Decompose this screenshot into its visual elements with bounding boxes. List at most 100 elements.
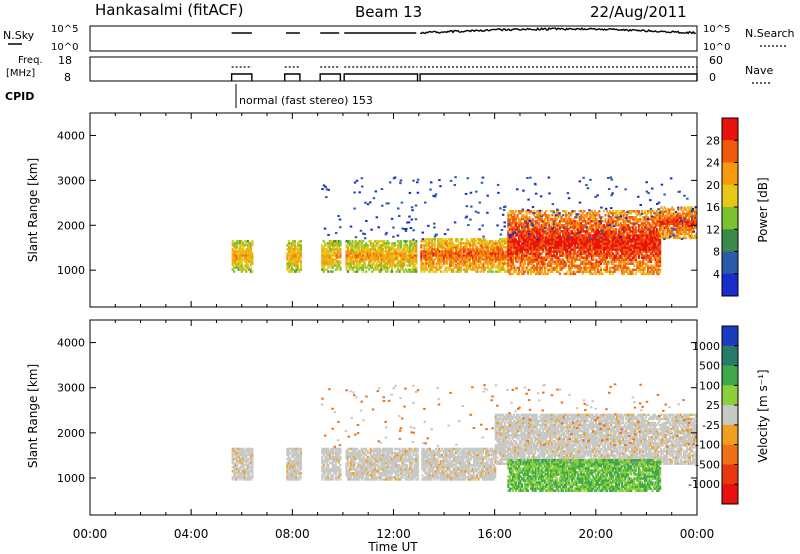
power-cell	[237, 264, 240, 267]
power-cell	[525, 234, 528, 237]
power-cell	[608, 252, 612, 255]
power-cell	[290, 260, 293, 263]
power-cell	[511, 228, 514, 231]
power-cell	[546, 248, 549, 251]
power-cell	[471, 242, 475, 245]
cpid-text: normal (fast stereo) 153	[239, 94, 373, 107]
power-cell	[510, 242, 513, 245]
power-cell	[669, 226, 672, 230]
power-cell	[407, 270, 410, 273]
power-cell	[536, 248, 539, 251]
power-cell	[296, 256, 300, 259]
power-cell	[365, 252, 368, 255]
power-cell	[631, 216, 634, 219]
power-cell	[586, 258, 589, 261]
power-cell	[354, 264, 357, 267]
power-cell	[236, 242, 239, 245]
power-cell	[575, 252, 578, 255]
power-cell	[493, 256, 496, 259]
power-cell	[639, 260, 642, 263]
power-cell	[659, 268, 662, 272]
power-cell	[583, 224, 586, 227]
power-cell	[458, 258, 461, 261]
power-cell	[377, 260, 380, 263]
power-cell	[374, 268, 377, 271]
power-cell	[321, 258, 324, 261]
power-cell	[686, 212, 689, 215]
power-cell	[643, 266, 647, 270]
power-cell	[596, 194, 599, 197]
power-cell	[325, 248, 328, 251]
power-cell	[669, 220, 672, 223]
power-cell	[430, 240, 434, 243]
power-cell	[407, 250, 410, 253]
power-cell	[513, 226, 516, 229]
power-cell	[621, 254, 624, 257]
power-cell	[564, 214, 568, 217]
power-cell	[459, 256, 462, 259]
power-cell	[524, 270, 527, 274]
power-cell	[510, 254, 513, 257]
power-cell	[604, 240, 607, 243]
power-cell	[449, 254, 452, 257]
power-cell	[336, 252, 339, 255]
power-cell	[686, 228, 689, 232]
power-cell	[494, 260, 497, 263]
power-cell	[426, 268, 429, 271]
power-cell	[537, 212, 540, 215]
power-cell	[433, 195, 437, 198]
power-cell	[542, 248, 545, 251]
power-cell	[558, 242, 562, 245]
power-cell	[590, 254, 593, 257]
power-cell	[601, 236, 604, 239]
power-cell	[289, 246, 292, 249]
power-cell	[461, 246, 464, 249]
power-cell	[681, 218, 684, 221]
power-cell	[449, 179, 453, 182]
power-cell	[646, 216, 650, 219]
power-cell	[634, 254, 637, 257]
power-cell	[595, 252, 598, 255]
power-cell	[534, 216, 537, 219]
power-cell	[359, 254, 362, 257]
power-cell	[514, 270, 518, 274]
power-cell	[435, 266, 438, 269]
power-cell	[652, 218, 656, 221]
power-cell	[640, 230, 643, 233]
power-cell	[572, 224, 575, 227]
power-cell	[348, 250, 351, 253]
power-cell	[517, 242, 521, 245]
power-cell	[461, 248, 464, 251]
power-cell	[646, 212, 650, 215]
power-cell	[596, 254, 599, 257]
power-cell	[642, 246, 645, 249]
power-cell	[386, 252, 389, 255]
power-cell	[293, 264, 296, 267]
power-cell	[631, 244, 634, 247]
power-cell	[514, 248, 518, 251]
power-cell	[546, 250, 549, 253]
power-cell	[525, 222, 528, 225]
power-cell	[438, 179, 441, 182]
power-cell	[646, 250, 650, 253]
power-cell	[613, 248, 616, 251]
power-cell	[406, 264, 409, 267]
power-cell	[574, 232, 577, 235]
power-cell	[242, 258, 245, 261]
power-cell	[528, 230, 531, 233]
power-cell	[615, 232, 618, 235]
power-cell	[427, 270, 431, 273]
power-cell	[543, 266, 546, 270]
power-cell	[513, 222, 516, 225]
power-cell	[622, 272, 625, 276]
power-cell	[493, 250, 496, 253]
power-cell	[369, 252, 372, 255]
power-cell	[668, 230, 671, 234]
power-cell	[669, 212, 672, 215]
power-cell	[412, 246, 415, 249]
power-cell	[578, 218, 581, 221]
power-cell	[290, 254, 293, 257]
power-cell	[569, 244, 572, 247]
power-cell	[500, 258, 503, 261]
power-cell	[336, 262, 339, 265]
